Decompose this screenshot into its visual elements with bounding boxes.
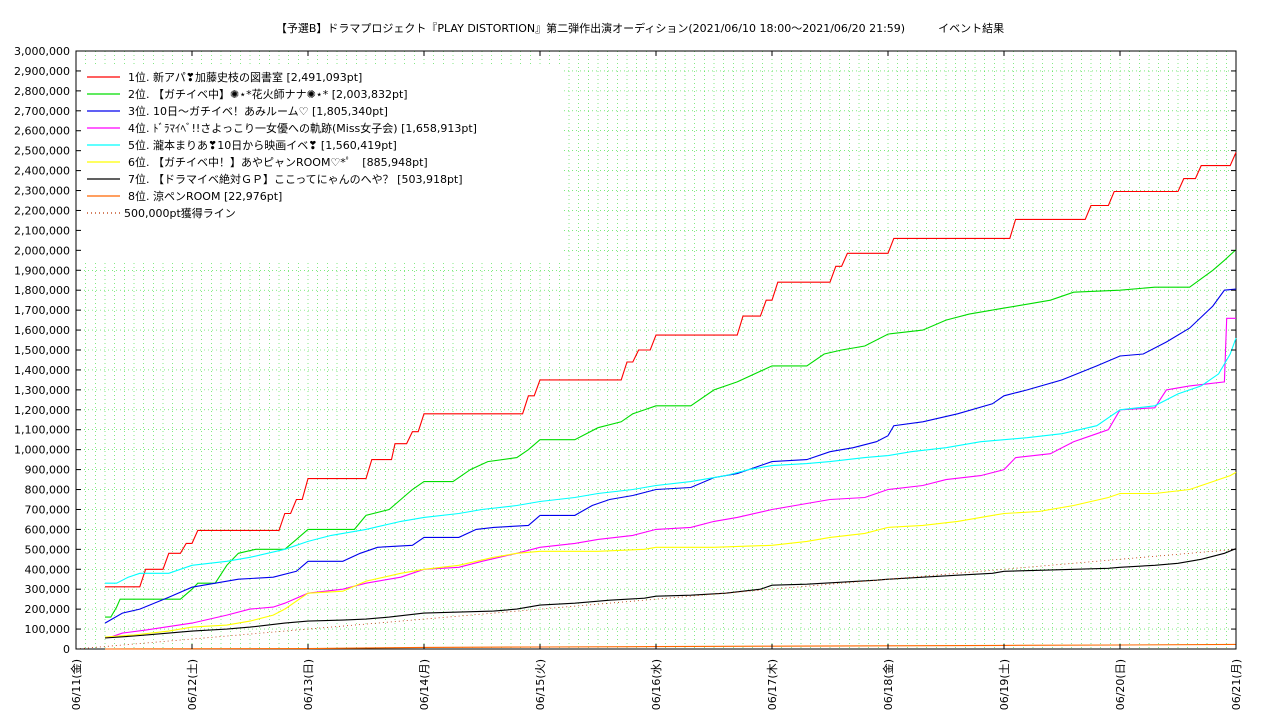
y-tick-label: 800,000 — [25, 484, 71, 497]
legend-label-5: 5位. 瀧本まりあ❣10日から映画イベ❣ [1,560,419pt] — [128, 138, 397, 152]
y-tick-label: 400,000 — [25, 563, 71, 576]
y-tick-label: 500,000 — [25, 543, 71, 556]
y-tick-label: 200,000 — [25, 603, 71, 616]
series-line-7 — [104, 548, 1237, 639]
series-line-6 — [104, 471, 1237, 638]
y-tick-label: 1,700,000 — [14, 304, 70, 317]
y-tick-label: 700,000 — [25, 503, 71, 516]
legend-label-8: 8位. 涼ペンROOM [22,976pt] — [128, 189, 282, 203]
series-lines — [75, 152, 1237, 650]
y-tick-label: 2,800,000 — [14, 85, 70, 98]
x-tick-label: 06/21(月) — [1230, 659, 1243, 710]
legend-label-9: 500,000pt獲得ライン — [124, 207, 236, 220]
y-tick-label: 2,100,000 — [14, 224, 70, 237]
legend-label-4: 4位. ﾄﾞﾗﾏｲﾍﾞ!!さよっこり一女優への軌跡(Miss女子会) [1,65… — [128, 121, 477, 135]
y-tick-label: 2,300,000 — [14, 185, 70, 198]
x-tick-label: 06/15(火) — [534, 659, 547, 710]
y-tick-label: 3,000,000 — [14, 45, 70, 58]
y-tick-label: 300,000 — [25, 583, 71, 596]
legend: 1位. 新アパ❣加藤史枝の図書室 [2,491,093pt] 2位. 【ガチイベ中… — [77, 66, 561, 262]
series-line-4 — [105, 317, 1236, 638]
chart-title: 【予選B】ドラマプロジェクト『PLAY DISTORTION』第二弾作出演オーデ… — [275, 22, 1005, 35]
x-tick-label: 06/13(日) — [302, 659, 315, 710]
series-line-1 — [105, 152, 1237, 588]
series-line-3 — [104, 288, 1237, 624]
y-tick-label: 1,000,000 — [14, 444, 70, 457]
y-tick-label: 2,600,000 — [14, 125, 70, 138]
legend-label-7: 7位. 【ドラマイベ絶対ＧＰ】ここってにゃんのへや？ [503,918pt] — [128, 172, 463, 186]
legend-label-6: 6位. 【ガチイベ中！】あやピャンROOM♡*ﾟ [885,948pt] — [128, 155, 428, 169]
y-tick-label: 1,500,000 — [14, 344, 70, 357]
y-tick-label: 100,000 — [25, 623, 71, 636]
series-line-2 — [105, 249, 1237, 618]
y-tick-label: 2,400,000 — [14, 165, 70, 178]
y-tick-label: 1,900,000 — [14, 264, 70, 277]
x-tick-label: 06/16(水) — [650, 659, 663, 710]
legend-label-2: 2位. 【ガチイベ中】✺⋆*花火師ナナ✺⋆* [2,003,832pt] — [128, 87, 408, 101]
x-tick-label: 06/19(土) — [998, 659, 1011, 710]
x-tick-label: 06/20(日) — [1114, 659, 1127, 710]
x-tick-label: 06/12(土) — [186, 659, 199, 710]
axes: 0 100,000 200,000 300,000 400,000 500,000 600,… — [14, 45, 1243, 710]
y-tick-label: 600,000 — [25, 523, 71, 536]
series-line-8 — [104, 643, 1237, 650]
y-tick-label: 2,200,000 — [14, 204, 70, 217]
x-tick-label: 06/17(木) — [766, 659, 779, 710]
series-line-5 — [105, 337, 1237, 584]
y-tick-label: 1,800,000 — [14, 284, 70, 297]
y-tick-label: 1,200,000 — [14, 404, 70, 417]
legend-label-3: 3位. 10日～ガチイベ！あみルーム♡ [1,805,340pt] — [128, 104, 388, 118]
y-tick-label: 2,000,000 — [14, 244, 70, 257]
x-tick-label: 06/14(月) — [418, 659, 431, 710]
x-tick-label: 06/18(金) — [881, 659, 895, 710]
x-tick-label: 06/11(金) — [69, 659, 83, 710]
legend-label-1: 1位. 新アパ❣加藤史枝の図書室 [2,491,093pt] — [128, 70, 362, 84]
y-tick-label: 2,900,000 — [14, 65, 70, 78]
legend-box — [77, 66, 561, 262]
y-tick-label: 1,400,000 — [14, 364, 70, 377]
y-tick-label: 1,100,000 — [14, 424, 70, 437]
y-tick-label: 0 — [63, 643, 70, 656]
y-tick-label: 2,500,000 — [14, 145, 70, 158]
y-tick-label: 1,600,000 — [14, 324, 70, 337]
y-tick-label: 1,300,000 — [14, 384, 70, 397]
y-tick-label: 2,700,000 — [14, 105, 70, 118]
y-tick-label: 900,000 — [25, 464, 71, 477]
